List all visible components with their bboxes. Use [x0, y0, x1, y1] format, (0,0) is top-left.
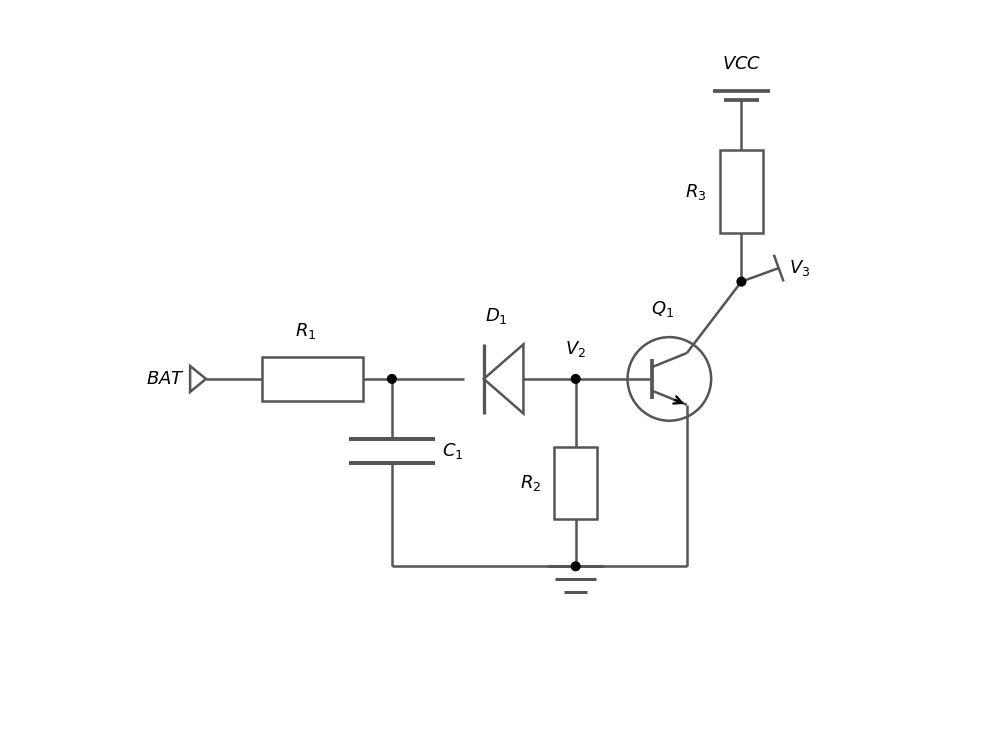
Text: $BAT$: $BAT$ [146, 370, 184, 388]
Circle shape [388, 375, 396, 383]
Circle shape [571, 562, 580, 571]
Text: $VCC$: $VCC$ [722, 55, 761, 73]
Text: $R_1$: $R_1$ [295, 321, 316, 341]
Circle shape [737, 277, 746, 286]
Text: $V_3$: $V_3$ [789, 258, 811, 278]
Text: $Q_1$: $Q_1$ [651, 299, 674, 319]
Circle shape [571, 375, 580, 383]
Bar [720, 150, 763, 233]
Text: $R_2$: $R_2$ [520, 473, 541, 494]
Text: $V_2$: $V_2$ [565, 339, 586, 359]
Bar [554, 448, 597, 520]
Bar [262, 357, 363, 400]
Text: $R_3$: $R_3$ [685, 182, 707, 201]
Text: $C_1$: $C_1$ [442, 441, 464, 461]
Text: $D_1$: $D_1$ [485, 306, 508, 327]
